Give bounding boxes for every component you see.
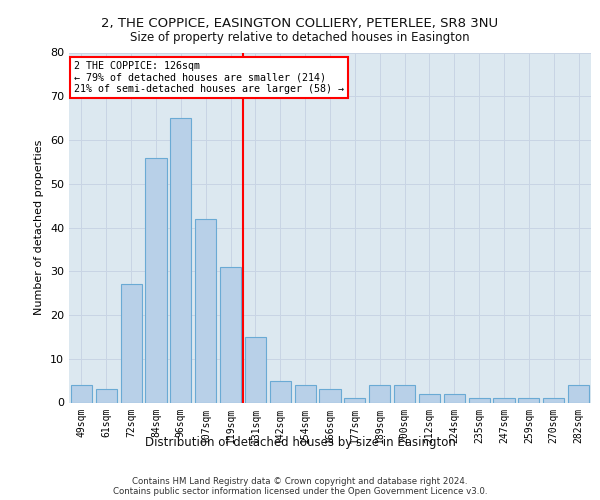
- Bar: [96, 390, 117, 402]
- Text: 2, THE COPPICE, EASINGTON COLLIERY, PETERLEE, SR8 3NU: 2, THE COPPICE, EASINGTON COLLIERY, PETE…: [101, 18, 499, 30]
- Bar: [518, 398, 539, 402]
- Text: Contains HM Land Registry data © Crown copyright and database right 2024.: Contains HM Land Registry data © Crown c…: [132, 476, 468, 486]
- Bar: [245, 337, 266, 402]
- Bar: [369, 385, 390, 402]
- Bar: [543, 398, 564, 402]
- Bar: [220, 267, 241, 402]
- Bar: [319, 390, 341, 402]
- Bar: [568, 385, 589, 402]
- Text: Contains public sector information licensed under the Open Government Licence v3: Contains public sector information licen…: [113, 486, 487, 496]
- Bar: [469, 398, 490, 402]
- Text: Size of property relative to detached houses in Easington: Size of property relative to detached ho…: [130, 31, 470, 44]
- Text: Distribution of detached houses by size in Easington: Distribution of detached houses by size …: [145, 436, 455, 449]
- Bar: [344, 398, 365, 402]
- Y-axis label: Number of detached properties: Number of detached properties: [34, 140, 44, 315]
- Bar: [121, 284, 142, 403]
- Bar: [145, 158, 167, 402]
- Bar: [419, 394, 440, 402]
- Bar: [270, 380, 291, 402]
- Bar: [71, 385, 92, 402]
- Bar: [444, 394, 465, 402]
- Bar: [170, 118, 191, 403]
- Bar: [295, 385, 316, 402]
- Bar: [195, 219, 216, 402]
- Bar: [394, 385, 415, 402]
- Text: 2 THE COPPICE: 126sqm
← 79% of detached houses are smaller (214)
21% of semi-det: 2 THE COPPICE: 126sqm ← 79% of detached …: [74, 61, 344, 94]
- Bar: [493, 398, 515, 402]
